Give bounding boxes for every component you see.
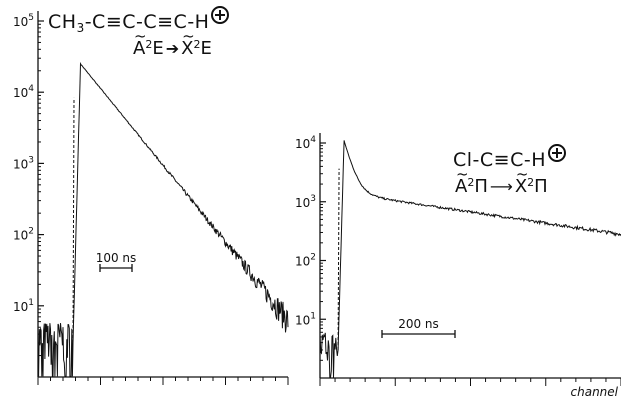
formula-subscript: 3 xyxy=(76,21,85,35)
term-symbol: Π xyxy=(534,176,548,197)
term-symbol: E xyxy=(152,38,164,59)
left-transition: A2E➔X2E xyxy=(133,27,212,59)
right-transition: A2Π⟶X2Π xyxy=(455,165,548,197)
state-letter: X xyxy=(181,38,194,59)
y-tick-label: 103 xyxy=(13,155,34,171)
rise-edge xyxy=(337,168,340,350)
term-symbol: Π xyxy=(474,176,488,197)
term-symbol: E xyxy=(200,38,212,59)
right-arrow-icon: ➔ xyxy=(165,39,180,58)
multiplicity: 2 xyxy=(145,38,153,51)
formula-part: -C≡C-C≡C-H xyxy=(84,11,210,33)
right-arrow-icon: ⟶ xyxy=(489,177,513,196)
x-axis-label: channel xyxy=(571,385,619,399)
y-tick-label: 101 xyxy=(295,311,316,327)
multiplicity: 2 xyxy=(467,176,475,189)
scale-bar-label: 200 ns xyxy=(398,317,439,331)
state-letter: A xyxy=(133,38,146,59)
tilde-x: X xyxy=(181,27,195,59)
y-tick-label: 102 xyxy=(13,227,34,243)
formula-part: CH xyxy=(48,11,77,33)
tilde-a: A xyxy=(133,27,147,59)
left-formula: CH3-C≡C-C≡C-H xyxy=(48,6,230,35)
scale-bar-label: 100 ns xyxy=(96,251,137,265)
multiplicity: 2 xyxy=(193,38,201,51)
y-tick-label: 101 xyxy=(13,298,34,314)
state-letter: A xyxy=(455,176,468,197)
plus-circle-icon xyxy=(548,144,566,162)
tilde-a: A xyxy=(455,165,469,197)
decay-curve-series xyxy=(319,140,621,378)
y-tick-label: 102 xyxy=(295,253,316,269)
y-tick-label: 104 xyxy=(295,135,316,151)
multiplicity: 2 xyxy=(527,176,535,189)
state-letter: X xyxy=(514,176,528,197)
right-formula: Cl-C≡C-H xyxy=(453,144,566,171)
y-tick-label: 105 xyxy=(13,13,34,29)
decay-curve-series xyxy=(37,61,289,377)
y-tick-label: 104 xyxy=(13,84,34,100)
tilde-x: X xyxy=(514,165,529,197)
y-tick-label: 103 xyxy=(295,194,316,210)
plus-circle-icon xyxy=(211,6,230,24)
rise-edge xyxy=(72,97,75,344)
